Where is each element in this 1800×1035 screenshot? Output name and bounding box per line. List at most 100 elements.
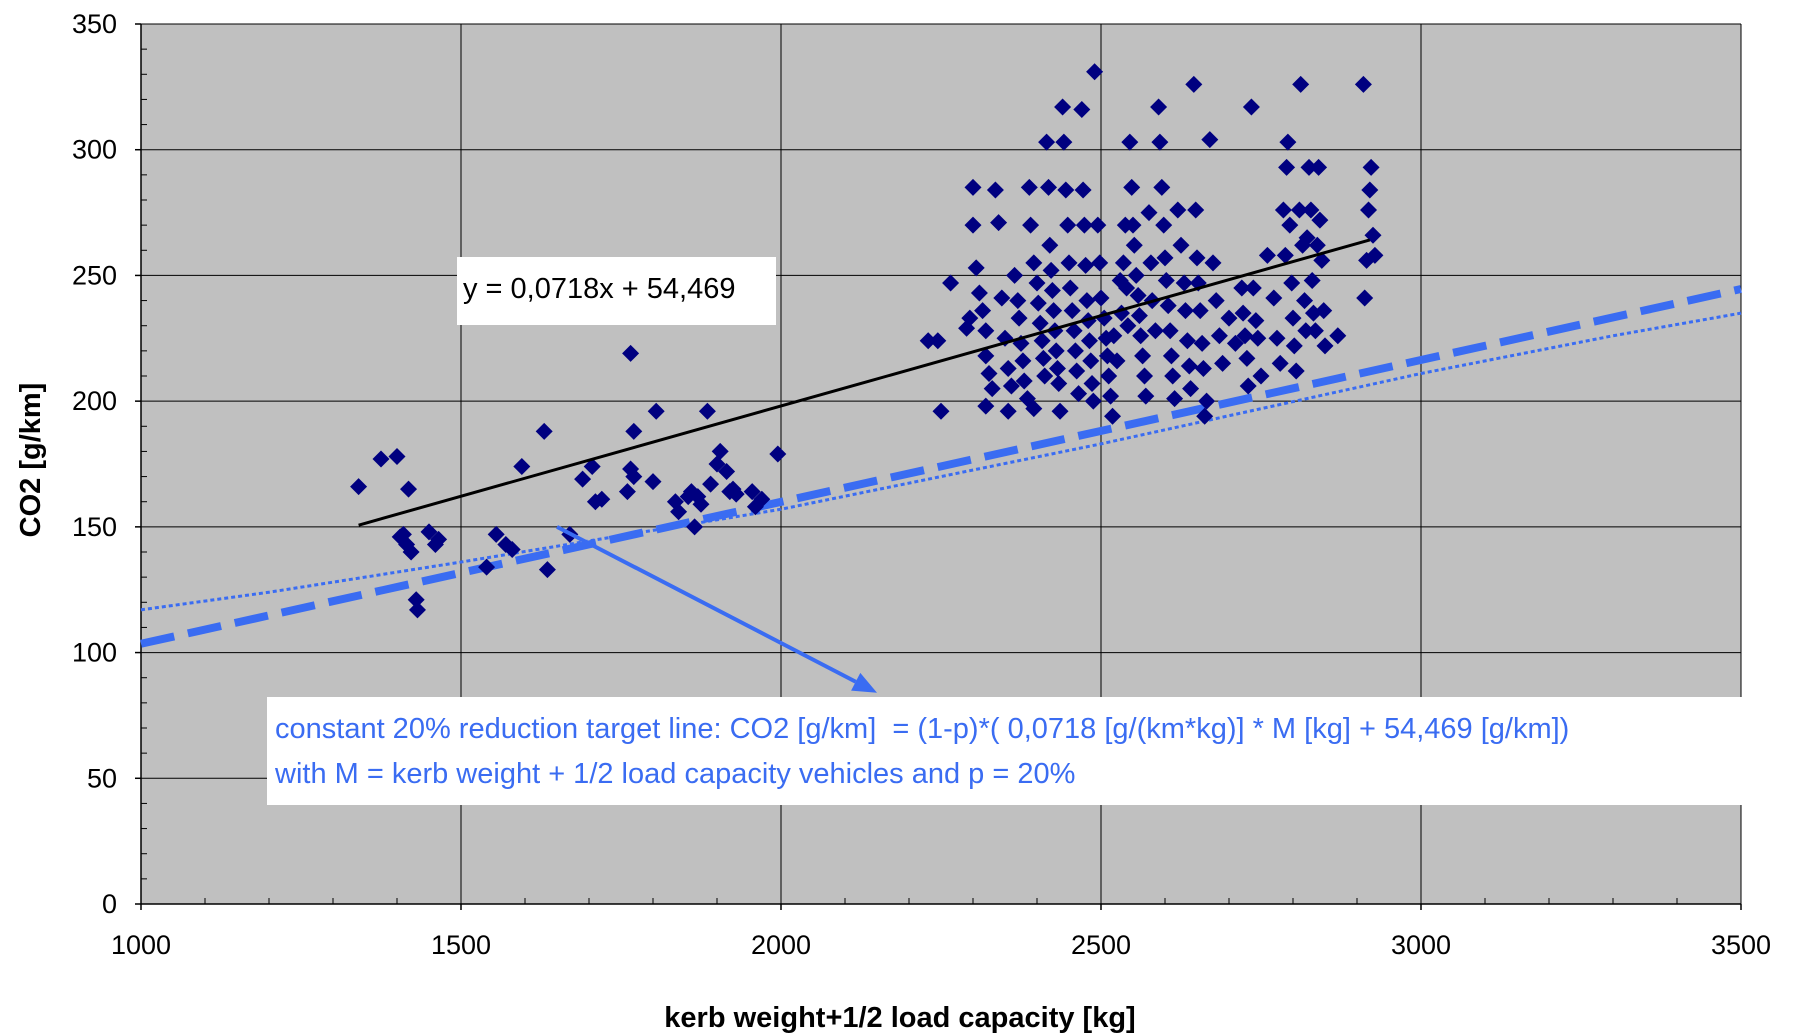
x-tick-label: 1000 [111, 930, 171, 960]
data-point [1043, 282, 1061, 300]
data-point [1175, 274, 1193, 292]
y-tick-label: 150 [72, 512, 117, 542]
data-point [1281, 216, 1299, 234]
data-point [1025, 400, 1043, 418]
data-point [1114, 254, 1132, 272]
data-point [420, 523, 438, 541]
data-point [1029, 294, 1047, 312]
data-point [990, 214, 1008, 232]
trendline [358, 238, 1371, 527]
data-point [1050, 375, 1068, 393]
data-point [1121, 133, 1139, 151]
data-point [1162, 347, 1180, 365]
y-tick-label: 200 [72, 386, 117, 416]
data-point [1362, 158, 1380, 176]
data-point [977, 322, 995, 340]
data-point [1129, 287, 1147, 305]
data-point [1296, 292, 1314, 310]
annotation-line-2: with M = kerb weight + 1/2 load capacity… [274, 758, 1075, 790]
data-point [1118, 279, 1136, 297]
trendline-series [358, 238, 1371, 527]
data-point [1061, 279, 1079, 297]
arrow-shaft [556, 525, 857, 684]
data-point [1247, 312, 1265, 330]
target-dotted-series [140, 311, 1742, 612]
data-point [980, 364, 998, 382]
data-point [1176, 302, 1194, 320]
data-point [388, 447, 406, 465]
target-dashed-line [140, 285, 1742, 648]
data-point [1136, 367, 1154, 385]
data-point [1166, 390, 1184, 408]
data-point [1193, 334, 1211, 352]
data-point [1207, 292, 1225, 310]
data-point [408, 601, 426, 619]
tick-labels: 0 50 100 150 200 250 300 350 1000 1500 2000 2500 300… [72, 9, 1771, 960]
data-point [618, 483, 636, 501]
x-tick-label: 2500 [1071, 930, 1131, 960]
data-point [1104, 407, 1122, 425]
data-point [1091, 254, 1109, 272]
data-point [1041, 236, 1059, 254]
data-point [1084, 392, 1102, 410]
y-axis-title: CO2 [g/km] [15, 383, 47, 538]
data-point [1290, 201, 1308, 219]
data-point [1226, 334, 1244, 352]
data-point [1063, 302, 1081, 320]
data-point [1204, 254, 1222, 272]
data-points [350, 63, 1384, 619]
data-point [1045, 302, 1063, 320]
x-tick-label: 1500 [431, 930, 491, 960]
data-point [1164, 367, 1182, 385]
data-point [1080, 332, 1098, 350]
data-point [970, 284, 988, 302]
data-point [1297, 322, 1315, 340]
data-point [1284, 309, 1302, 327]
data-point [1303, 271, 1321, 289]
data-point [1220, 309, 1238, 327]
data-point [1130, 307, 1148, 325]
data-point [1123, 178, 1141, 196]
data-point [1125, 236, 1143, 254]
data-point [993, 289, 1011, 307]
data-point [1360, 201, 1378, 219]
data-point [1271, 354, 1289, 372]
data-point [1329, 327, 1347, 345]
data-point [1161, 322, 1179, 340]
data-point [1055, 133, 1073, 151]
data-point [1066, 342, 1084, 360]
data-point [1042, 261, 1060, 279]
data-point [1073, 100, 1091, 118]
data-point [538, 561, 556, 579]
data-point [1089, 216, 1107, 234]
data-point [372, 450, 390, 468]
data-point [1002, 377, 1020, 395]
data-point [670, 503, 688, 521]
data-point [919, 332, 937, 350]
data-point [407, 591, 425, 609]
data-point [1238, 349, 1256, 367]
y-tick-label: 300 [72, 135, 117, 165]
data-point [964, 216, 982, 234]
y-tick-label: 100 [72, 638, 117, 668]
data-point [1102, 387, 1120, 405]
data-point [1047, 342, 1065, 360]
data-point [1188, 249, 1206, 267]
data-point [718, 463, 736, 481]
data-point [698, 402, 716, 420]
data-point [1134, 347, 1152, 365]
data-point [622, 344, 640, 362]
data-point [1196, 407, 1214, 425]
data-point [1233, 279, 1251, 297]
data-point [1142, 254, 1160, 272]
data-point [1146, 322, 1164, 340]
data-point [961, 309, 979, 327]
data-point [1119, 317, 1137, 335]
data-point [708, 455, 726, 473]
data-point [932, 402, 950, 420]
data-point [513, 458, 531, 476]
data-point [1065, 322, 1083, 340]
data-point [1051, 402, 1069, 420]
data-point [1292, 75, 1310, 93]
